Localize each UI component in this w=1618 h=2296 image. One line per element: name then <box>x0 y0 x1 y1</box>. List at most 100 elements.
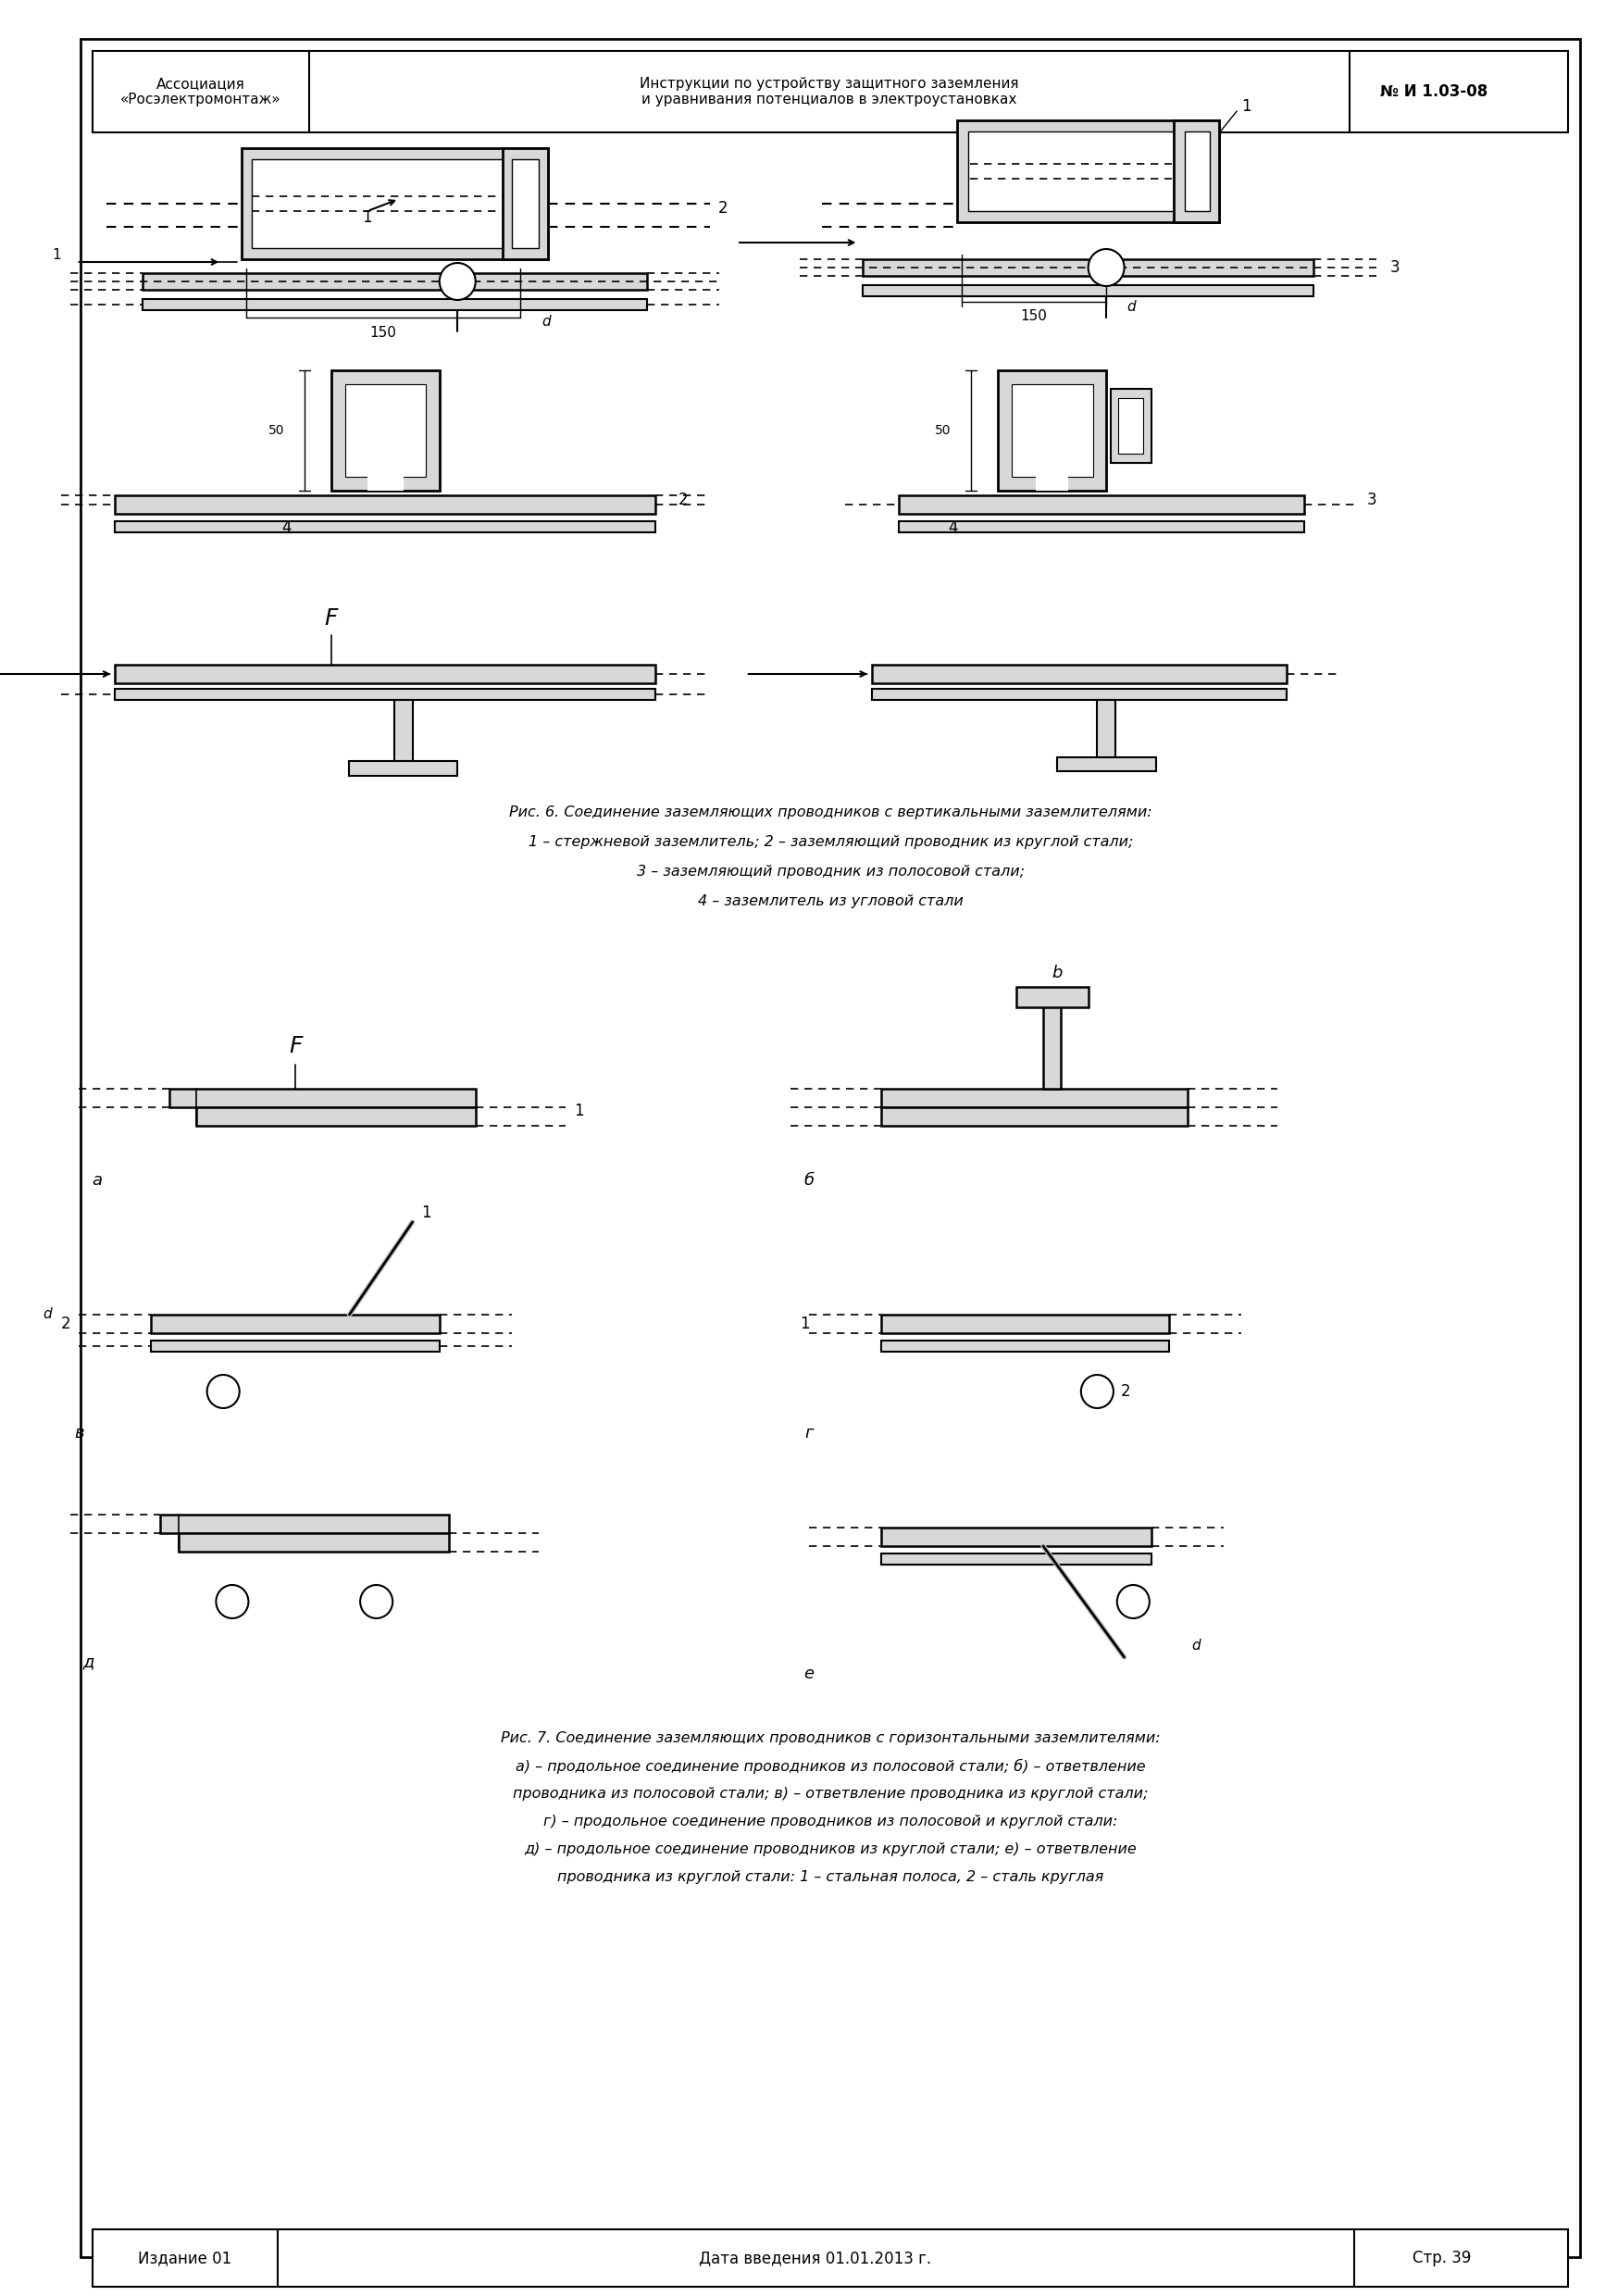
Text: F: F <box>288 1035 303 1056</box>
Circle shape <box>361 1584 393 1619</box>
Bar <box>142 273 647 289</box>
Text: а: а <box>92 1171 102 1189</box>
Bar <box>1118 397 1144 455</box>
Bar <box>150 1316 440 1334</box>
Bar <box>880 1554 1152 1564</box>
Text: д) – продольное соединение проводников из круглой стали; е) – ответвление: д) – продольное соединение проводников и… <box>524 1841 1137 1855</box>
Text: 1: 1 <box>362 209 372 225</box>
Bar <box>511 158 539 248</box>
Text: Рис. 6. Соединение заземляющих проводников с вертикальными заземлителями:: Рис. 6. Соединение заземляющих проводник… <box>510 806 1152 820</box>
Bar <box>92 2229 1568 2287</box>
Text: 150: 150 <box>1021 310 1047 324</box>
Text: 1: 1 <box>52 248 61 262</box>
Bar <box>1097 700 1115 760</box>
Bar <box>880 1527 1152 1545</box>
Bar <box>880 1107 1188 1125</box>
Bar <box>958 119 1218 223</box>
Bar <box>115 666 655 684</box>
Text: 1: 1 <box>1241 99 1251 115</box>
Text: b: b <box>1052 964 1061 980</box>
Text: д: д <box>83 1653 94 1669</box>
Bar <box>142 298 647 310</box>
Text: проводника из круглой стали: 1 – стальная полоса, 2 – сталь круглая: проводника из круглой стали: 1 – стальна… <box>557 1871 1103 1885</box>
Circle shape <box>440 264 476 301</box>
Text: Дата введения 01.01.2013 г.: Дата введения 01.01.2013 г. <box>699 2250 932 2266</box>
Bar <box>1057 758 1155 771</box>
Bar <box>1110 388 1152 464</box>
Text: 3: 3 <box>1367 491 1377 507</box>
Text: 3 – заземляющий проводник из полосовой стали;: 3 – заземляющий проводник из полосовой с… <box>636 866 1024 879</box>
Text: 4: 4 <box>948 519 958 535</box>
Circle shape <box>217 1584 249 1619</box>
Text: 3: 3 <box>1390 259 1400 276</box>
Bar <box>1173 119 1218 223</box>
Text: 4 – заземлитель из угловой стали: 4 – заземлитель из угловой стали <box>697 895 963 909</box>
Circle shape <box>207 1375 239 1407</box>
Text: 1: 1 <box>421 1205 430 1221</box>
Bar <box>880 1341 1170 1352</box>
Text: а) – продольное соединение проводников из полосовой стали; б) – ответвление: а) – продольное соединение проводников и… <box>516 1759 1146 1775</box>
Bar <box>900 496 1304 514</box>
Text: 2: 2 <box>718 200 728 216</box>
Text: d: d <box>1192 1639 1201 1653</box>
Bar <box>252 158 537 248</box>
Circle shape <box>1116 1584 1149 1619</box>
Bar <box>196 1107 476 1125</box>
Bar <box>367 464 403 491</box>
Text: d: d <box>542 315 550 328</box>
Bar <box>1036 464 1068 491</box>
Bar <box>1016 987 1089 1008</box>
Bar <box>115 496 655 514</box>
Text: 50: 50 <box>935 425 951 436</box>
Text: 1: 1 <box>799 1316 809 1332</box>
Text: d: d <box>44 1309 52 1322</box>
Bar <box>345 383 426 478</box>
Text: г) – продольное соединение проводников из полосовой и круглой стали:: г) – продольное соединение проводников и… <box>544 1814 1118 1828</box>
Bar <box>170 1088 476 1107</box>
Bar <box>150 1341 440 1352</box>
Text: Инструкции по устройству защитного заземления
и уравнивания потенциалов в электр: Инструкции по устройству защитного зазем… <box>639 76 1018 106</box>
Bar <box>872 689 1286 700</box>
Text: проводника из полосовой стали; в) – ответвление проводника из круглой стали;: проводника из полосовой стали; в) – отве… <box>513 1786 1149 1800</box>
Text: б: б <box>804 1171 814 1189</box>
Bar <box>115 521 655 533</box>
Text: № И 1.03-08: № И 1.03-08 <box>1380 83 1489 101</box>
Text: 1 – стержневой заземлитель; 2 – заземляющий проводник из круглой стали;: 1 – стержневой заземлитель; 2 – заземляю… <box>527 836 1133 850</box>
Text: 50: 50 <box>269 425 285 436</box>
Text: d: d <box>1128 298 1136 312</box>
Bar <box>178 1534 448 1552</box>
Text: 2: 2 <box>60 1316 71 1332</box>
Bar <box>880 1088 1188 1107</box>
Bar <box>395 700 413 765</box>
Bar <box>1011 383 1092 478</box>
Bar <box>862 259 1314 276</box>
Text: 1: 1 <box>574 1102 584 1120</box>
Bar <box>862 285 1314 296</box>
Text: 4: 4 <box>282 519 291 535</box>
Text: Ассоциация
«Росэлектромонтаж»: Ассоциация «Росэлектромонтаж» <box>120 76 282 106</box>
Bar <box>332 370 440 491</box>
Bar <box>969 131 1209 211</box>
Bar <box>998 370 1107 491</box>
Text: 150: 150 <box>371 326 396 340</box>
Bar <box>92 51 1568 133</box>
Text: F: F <box>325 608 338 629</box>
Text: г: г <box>804 1426 814 1442</box>
Circle shape <box>1089 248 1125 287</box>
Bar <box>241 149 547 259</box>
Bar <box>1044 1006 1061 1088</box>
Text: Рис. 7. Соединение заземляющих проводников с горизонтальными заземлителями:: Рис. 7. Соединение заземляющих проводник… <box>500 1731 1160 1745</box>
Bar <box>872 666 1286 684</box>
Bar <box>503 149 547 259</box>
Bar <box>115 689 655 700</box>
Bar <box>1184 131 1210 211</box>
Text: 2: 2 <box>1121 1382 1131 1401</box>
Bar <box>880 1316 1170 1334</box>
Circle shape <box>1081 1375 1113 1407</box>
Text: Стр. 39: Стр. 39 <box>1413 2250 1471 2266</box>
Text: в: в <box>74 1426 84 1442</box>
Text: Издание 01: Издание 01 <box>138 2250 231 2266</box>
Text: е: е <box>804 1665 814 1683</box>
Bar <box>900 521 1304 533</box>
Bar <box>160 1515 448 1534</box>
